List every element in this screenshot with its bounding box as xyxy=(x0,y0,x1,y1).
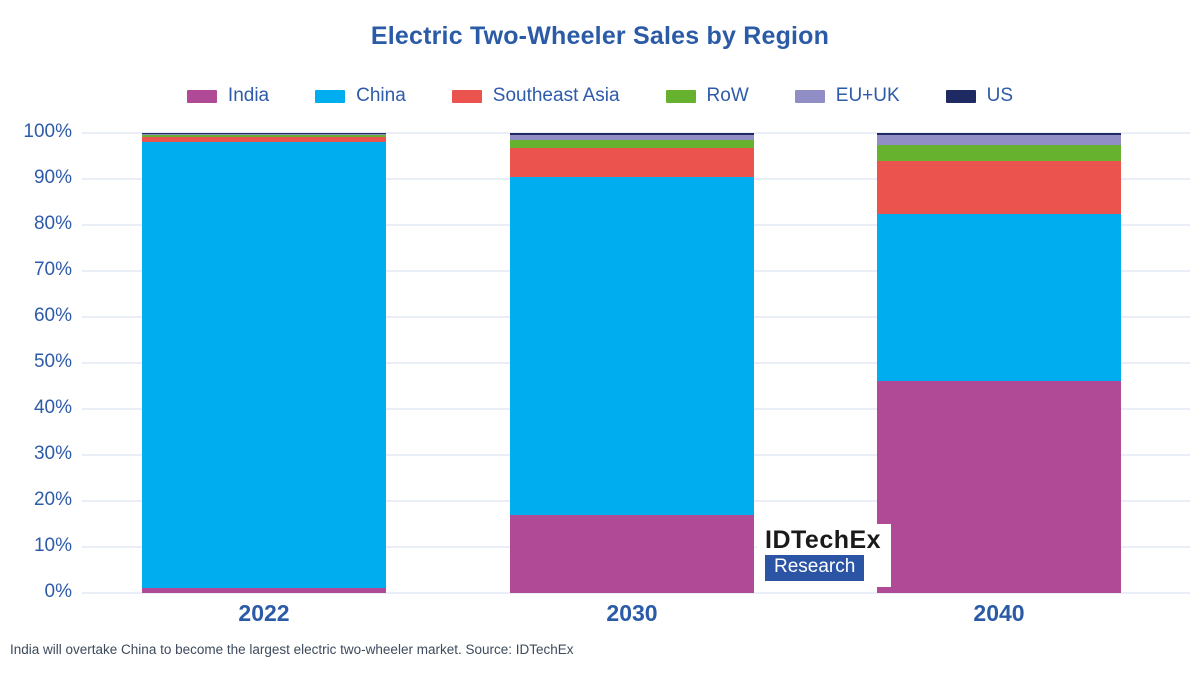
bar-segment-2030-us xyxy=(510,133,754,135)
legend-item-row: RoW xyxy=(665,85,749,107)
logo-text-idtechex: IDTechEx xyxy=(765,526,882,554)
y-tick-label-20: 20% xyxy=(33,489,72,510)
y-tick-label-90: 90% xyxy=(33,167,72,188)
stacked-bar-2022 xyxy=(142,133,386,593)
stacked-bar-2040 xyxy=(877,133,1121,593)
bar-segment-2040-row xyxy=(877,144,1121,161)
legend-swatch-icon xyxy=(945,89,976,103)
y-tick-label-80: 80% xyxy=(33,213,72,234)
y-tick-label-60: 60% xyxy=(33,305,72,326)
legend-label: Southeast Asia xyxy=(492,85,620,106)
plot-area: 0% 10% 20% 30% 40% 50% 60% 70% 80% 90% 100% xyxy=(0,121,1200,602)
legend-item-eu-uk: EU+UK xyxy=(794,85,900,107)
legend-label: China xyxy=(356,85,406,106)
x-tick-label-2030: 2030 xyxy=(606,600,658,626)
y-tick-label-30: 30% xyxy=(33,443,72,464)
y-tick-label-0: 0% xyxy=(44,581,72,602)
y-tick-label-70: 70% xyxy=(33,259,72,280)
bar-segment-2040-china xyxy=(877,213,1121,382)
bar-segment-2030-china xyxy=(510,176,754,515)
gridline-0 xyxy=(82,592,1190,594)
bar-segment-2030-row xyxy=(510,140,754,148)
legend-swatch-icon xyxy=(794,89,825,103)
y-tick-label-50: 50% xyxy=(33,351,72,372)
legend-item-southeast-asia: Southeast Asia xyxy=(451,85,620,107)
legend-swatch-icon xyxy=(186,89,217,103)
bar-segment-2022-southeast-asia xyxy=(142,136,386,143)
legend-label: RoW xyxy=(706,85,749,106)
bar-segment-2022-india xyxy=(142,588,386,593)
x-axis-labels: 2022 2030 2040 xyxy=(0,600,1200,630)
bar-segment-2040-southeast-asia xyxy=(877,160,1121,214)
legend-swatch-icon xyxy=(315,89,346,103)
logo-text-research: Research xyxy=(765,555,865,582)
legend-label: EU+UK xyxy=(835,85,900,106)
legend-swatch-icon xyxy=(451,89,482,103)
y-tick-label-100: 100% xyxy=(23,121,72,142)
bar-segment-2030-eu-uk xyxy=(510,134,754,141)
x-tick-label-2040: 2040 xyxy=(973,600,1025,626)
legend-swatch-icon xyxy=(665,89,696,103)
bar-segment-2022-row xyxy=(142,135,386,137)
legend-item-india: India xyxy=(186,85,270,107)
bar-segment-2030-india xyxy=(510,514,754,593)
bar-segment-2040-eu-uk xyxy=(877,135,1121,145)
bar-segment-2040-us xyxy=(877,133,1121,136)
legend-label: India xyxy=(227,85,270,106)
bar-segment-2022-china xyxy=(142,142,386,589)
bar-segment-2022-us xyxy=(142,133,386,134)
y-tick-label-10: 10% xyxy=(33,535,72,556)
gridline-100 xyxy=(82,132,1190,135)
idtechex-logo: IDTechEx Research xyxy=(757,524,892,588)
legend-item-us: US xyxy=(945,85,1014,107)
stacked-bar-2030 xyxy=(510,133,754,593)
legend: India China Southeast Asia RoW EU+UK US xyxy=(0,85,1200,107)
legend-label: US xyxy=(986,85,1014,106)
bar-segment-2030-southeast-asia xyxy=(510,147,754,177)
legend-item-china: China xyxy=(315,85,406,107)
y-tick-label-40: 40% xyxy=(33,397,72,418)
chart-title: Electric Two-Wheeler Sales by Region xyxy=(370,22,830,50)
bar-segment-2040-india xyxy=(877,381,1121,593)
x-tick-label-2022: 2022 xyxy=(238,600,290,626)
bar-segment-2022-eu-uk xyxy=(142,133,386,136)
chart-footnote: India will overtake China to become the … xyxy=(10,642,574,657)
